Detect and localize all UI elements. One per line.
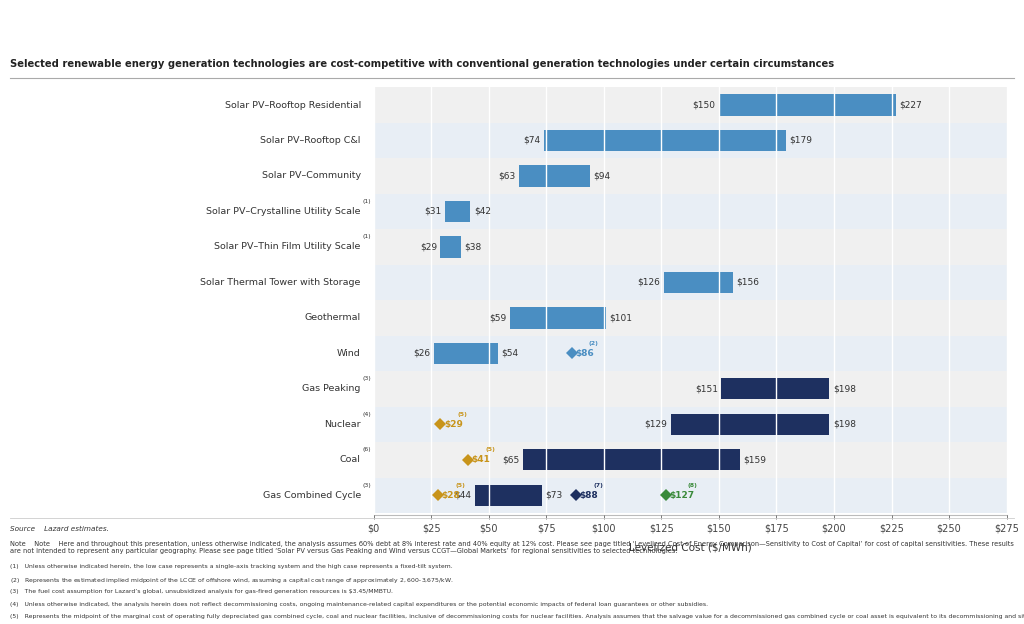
Bar xyxy=(721,378,829,399)
Text: (3)   The fuel cost assumption for Lazard’s global, unsubsidized analysis for ga: (3) The fuel cost assumption for Lazard’… xyxy=(10,589,393,594)
Bar xyxy=(475,485,542,506)
Text: $26: $26 xyxy=(413,349,430,358)
Bar xyxy=(374,407,1007,442)
Text: Geothermal: Geothermal xyxy=(305,313,360,323)
Text: $129: $129 xyxy=(644,420,668,429)
Text: $159: $159 xyxy=(743,456,766,464)
Text: $101: $101 xyxy=(609,313,633,323)
Text: $126: $126 xyxy=(637,278,660,287)
Text: Nuclear: Nuclear xyxy=(325,420,360,429)
Text: (2)   Represents the estimated implied midpoint of the LCOE of offshore wind, as: (2) Represents the estimated implied mid… xyxy=(10,577,454,585)
Text: Solar PV–Rooftop Residential: Solar PV–Rooftop Residential xyxy=(224,100,360,109)
Bar xyxy=(374,336,1007,371)
Text: (1)   Unless otherwise indicated herein, the low case represents a single-axis t: (1) Unless otherwise indicated herein, t… xyxy=(10,564,453,569)
Text: Coal: Coal xyxy=(340,456,360,464)
Text: $156: $156 xyxy=(736,278,759,287)
Bar xyxy=(374,123,1007,158)
Text: (1): (1) xyxy=(362,199,371,204)
Bar xyxy=(664,272,733,293)
Text: Solar PV–Thin Film Utility Scale: Solar PV–Thin Film Utility Scale xyxy=(214,242,360,251)
Text: $42: $42 xyxy=(474,207,490,216)
Text: Renewable
Energy: Renewable Energy xyxy=(20,213,94,244)
Text: Solar PV–Community: Solar PV–Community xyxy=(262,172,360,180)
Text: $31: $31 xyxy=(424,207,441,216)
Text: (5): (5) xyxy=(458,412,468,417)
Text: $127: $127 xyxy=(670,491,694,500)
Text: $198: $198 xyxy=(833,384,856,393)
Bar xyxy=(433,343,498,364)
Text: $150: $150 xyxy=(692,100,716,109)
Text: $86: $86 xyxy=(575,349,594,358)
Text: (2): (2) xyxy=(589,341,599,346)
Text: $73: $73 xyxy=(545,491,562,500)
Text: Wind: Wind xyxy=(337,349,360,358)
Text: Levelized Cost of Energy Comparison—Unsubsidized Analysis: Levelized Cost of Energy Comparison—Unsu… xyxy=(10,19,516,34)
Text: (4)   Unless otherwise indicated, the analysis herein does not reflect decommiss: (4) Unless otherwise indicated, the anal… xyxy=(10,602,709,607)
Text: (3): (3) xyxy=(362,376,371,381)
Text: $94: $94 xyxy=(594,172,610,180)
Bar xyxy=(510,307,606,328)
Bar xyxy=(374,229,1007,265)
Text: (4): (4) xyxy=(362,412,371,417)
Bar xyxy=(374,265,1007,300)
Text: Gas Peaking: Gas Peaking xyxy=(302,384,360,393)
Text: $179: $179 xyxy=(790,136,812,145)
Text: $63: $63 xyxy=(498,172,515,180)
Bar xyxy=(374,371,1007,407)
Text: $198: $198 xyxy=(833,420,856,429)
X-axis label: Levelized Cost ($/MWh): Levelized Cost ($/MWh) xyxy=(629,542,752,552)
Text: Solar PV–Rooftop C&I: Solar PV–Rooftop C&I xyxy=(260,136,360,145)
Text: $44: $44 xyxy=(455,491,472,500)
Text: $29: $29 xyxy=(444,420,463,429)
Bar xyxy=(671,414,829,435)
Bar xyxy=(440,236,461,258)
Text: Source    Lazard estimates.: Source Lazard estimates. xyxy=(10,525,110,532)
Bar xyxy=(719,94,896,115)
Text: Conventional: Conventional xyxy=(13,437,101,450)
Text: (1): (1) xyxy=(362,235,371,240)
Text: (5): (5) xyxy=(485,447,496,452)
Text: (3): (3) xyxy=(362,483,371,488)
Text: Solar Thermal Tower with Storage: Solar Thermal Tower with Storage xyxy=(201,278,360,287)
Bar xyxy=(519,165,590,187)
Text: (5): (5) xyxy=(456,483,465,488)
Text: $227: $227 xyxy=(900,100,923,109)
Text: (8): (8) xyxy=(688,483,697,488)
Text: (6): (6) xyxy=(362,447,371,452)
Text: Solar PV–Crystalline Utility Scale: Solar PV–Crystalline Utility Scale xyxy=(206,207,360,216)
Text: $88: $88 xyxy=(580,491,598,500)
Text: $29: $29 xyxy=(420,242,437,251)
Text: $59: $59 xyxy=(488,313,506,323)
Text: Selected renewable energy generation technologies are cost-competitive with conv: Selected renewable energy generation tec… xyxy=(10,59,835,69)
Text: $151: $151 xyxy=(695,384,718,393)
Bar xyxy=(544,130,785,151)
Text: (5)   Represents the midpoint of the marginal cost of operating fully depreciate: (5) Represents the midpoint of the margi… xyxy=(10,614,1024,619)
Bar xyxy=(374,158,1007,193)
Bar xyxy=(523,449,739,470)
Bar xyxy=(374,87,1007,123)
Bar xyxy=(374,193,1007,229)
Text: $28: $28 xyxy=(441,491,461,500)
Text: $54: $54 xyxy=(502,349,518,358)
Text: $74: $74 xyxy=(523,136,541,145)
Text: $38: $38 xyxy=(465,242,482,251)
Text: (7): (7) xyxy=(594,483,603,488)
Bar xyxy=(374,300,1007,336)
Bar xyxy=(445,201,470,222)
Bar xyxy=(374,477,1007,513)
Text: Gas Combined Cycle: Gas Combined Cycle xyxy=(262,491,360,500)
Text: $65: $65 xyxy=(503,456,520,464)
Bar xyxy=(374,442,1007,477)
Text: $41: $41 xyxy=(472,456,490,464)
Text: Note    Note    Here and throughout this presentation, unless otherwise indicate: Note Note Here and throughout this prese… xyxy=(10,541,1014,554)
